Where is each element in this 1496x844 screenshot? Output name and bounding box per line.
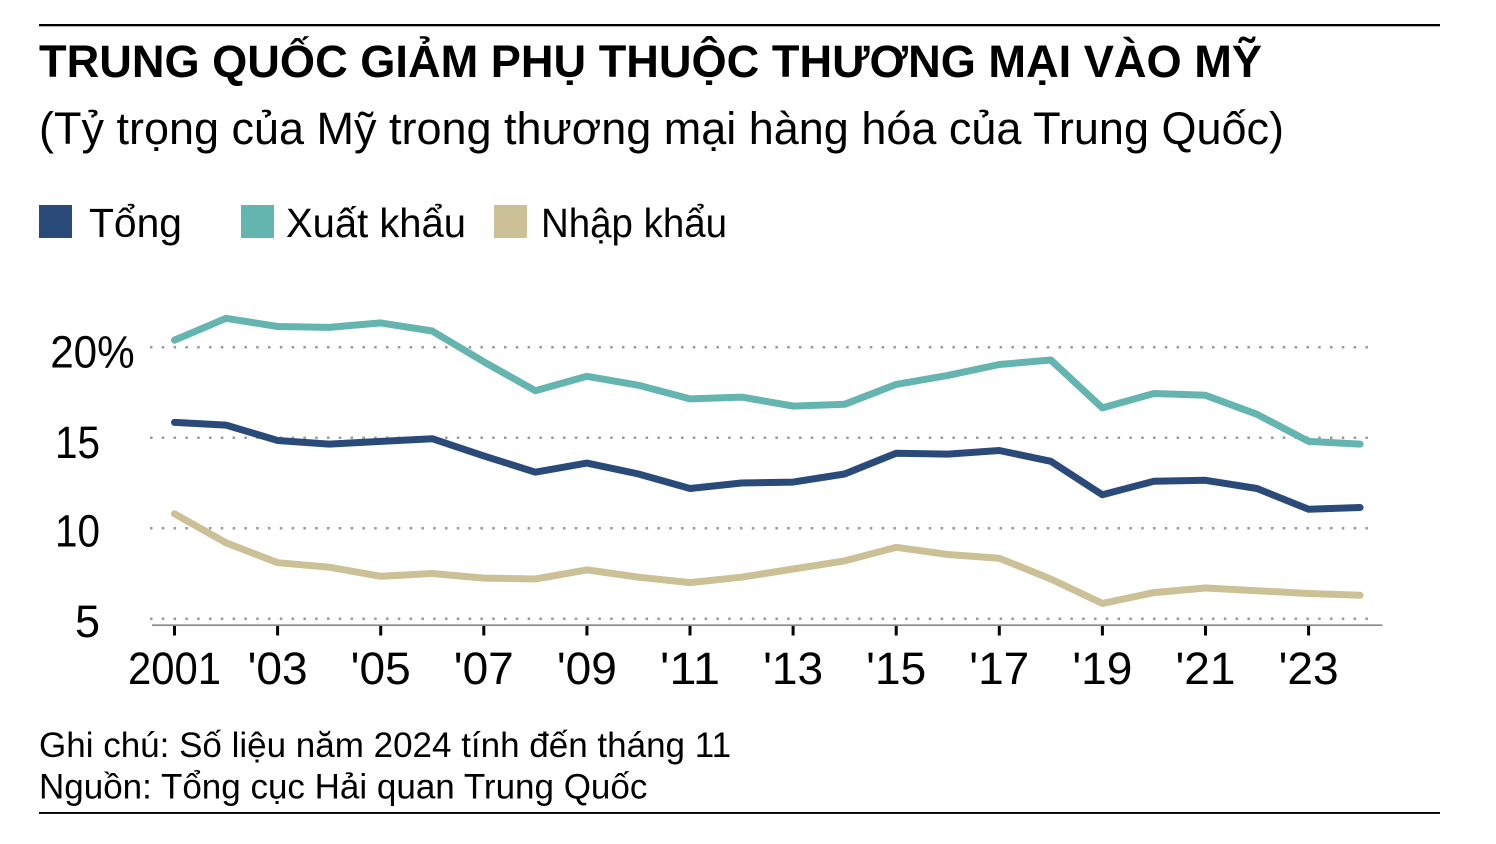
svg-text:'17: '17 [969,643,1029,694]
svg-text:Ghi chú: Số liệu năm 2024 tính: Ghi chú: Số liệu năm 2024 tính đến tháng… [39,726,731,765]
svg-text:TRUNG QUỐC GIẢM PHỤ THUỘC THƯƠ: TRUNG QUỐC GIẢM PHỤ THUỘC THƯƠNG MẠI VÀO… [39,36,1262,87]
svg-text:10: 10 [55,505,100,556]
svg-text:'21: '21 [1176,643,1236,694]
svg-text:'05: '05 [351,643,411,694]
svg-text:'09: '09 [557,643,617,694]
svg-text:20%: 20% [50,327,134,378]
svg-text:(Tỷ trọng của Mỹ trong thương: (Tỷ trọng của Mỹ trong thương mại hàng h… [39,103,1284,154]
svg-text:'15: '15 [866,643,926,694]
svg-text:'11: '11 [660,643,720,694]
svg-text:Xuất khẩu: Xuất khẩu [286,200,466,246]
svg-text:'23: '23 [1279,643,1339,694]
svg-text:Nhập khẩu: Nhập khẩu [541,200,727,246]
svg-text:Tổng: Tổng [89,200,182,246]
svg-text:5: 5 [75,596,100,647]
svg-text:'19: '19 [1072,643,1132,694]
svg-text:2001: 2001 [128,643,221,694]
svg-text:Nguồn: Tổng cục Hải quan Trung: Nguồn: Tổng cục Hải quan Trung Quốc [39,768,647,807]
svg-text:'13: '13 [763,643,823,694]
svg-text:'03: '03 [248,643,308,694]
svg-text:15: 15 [55,417,100,468]
svg-text:'07: '07 [454,643,514,694]
